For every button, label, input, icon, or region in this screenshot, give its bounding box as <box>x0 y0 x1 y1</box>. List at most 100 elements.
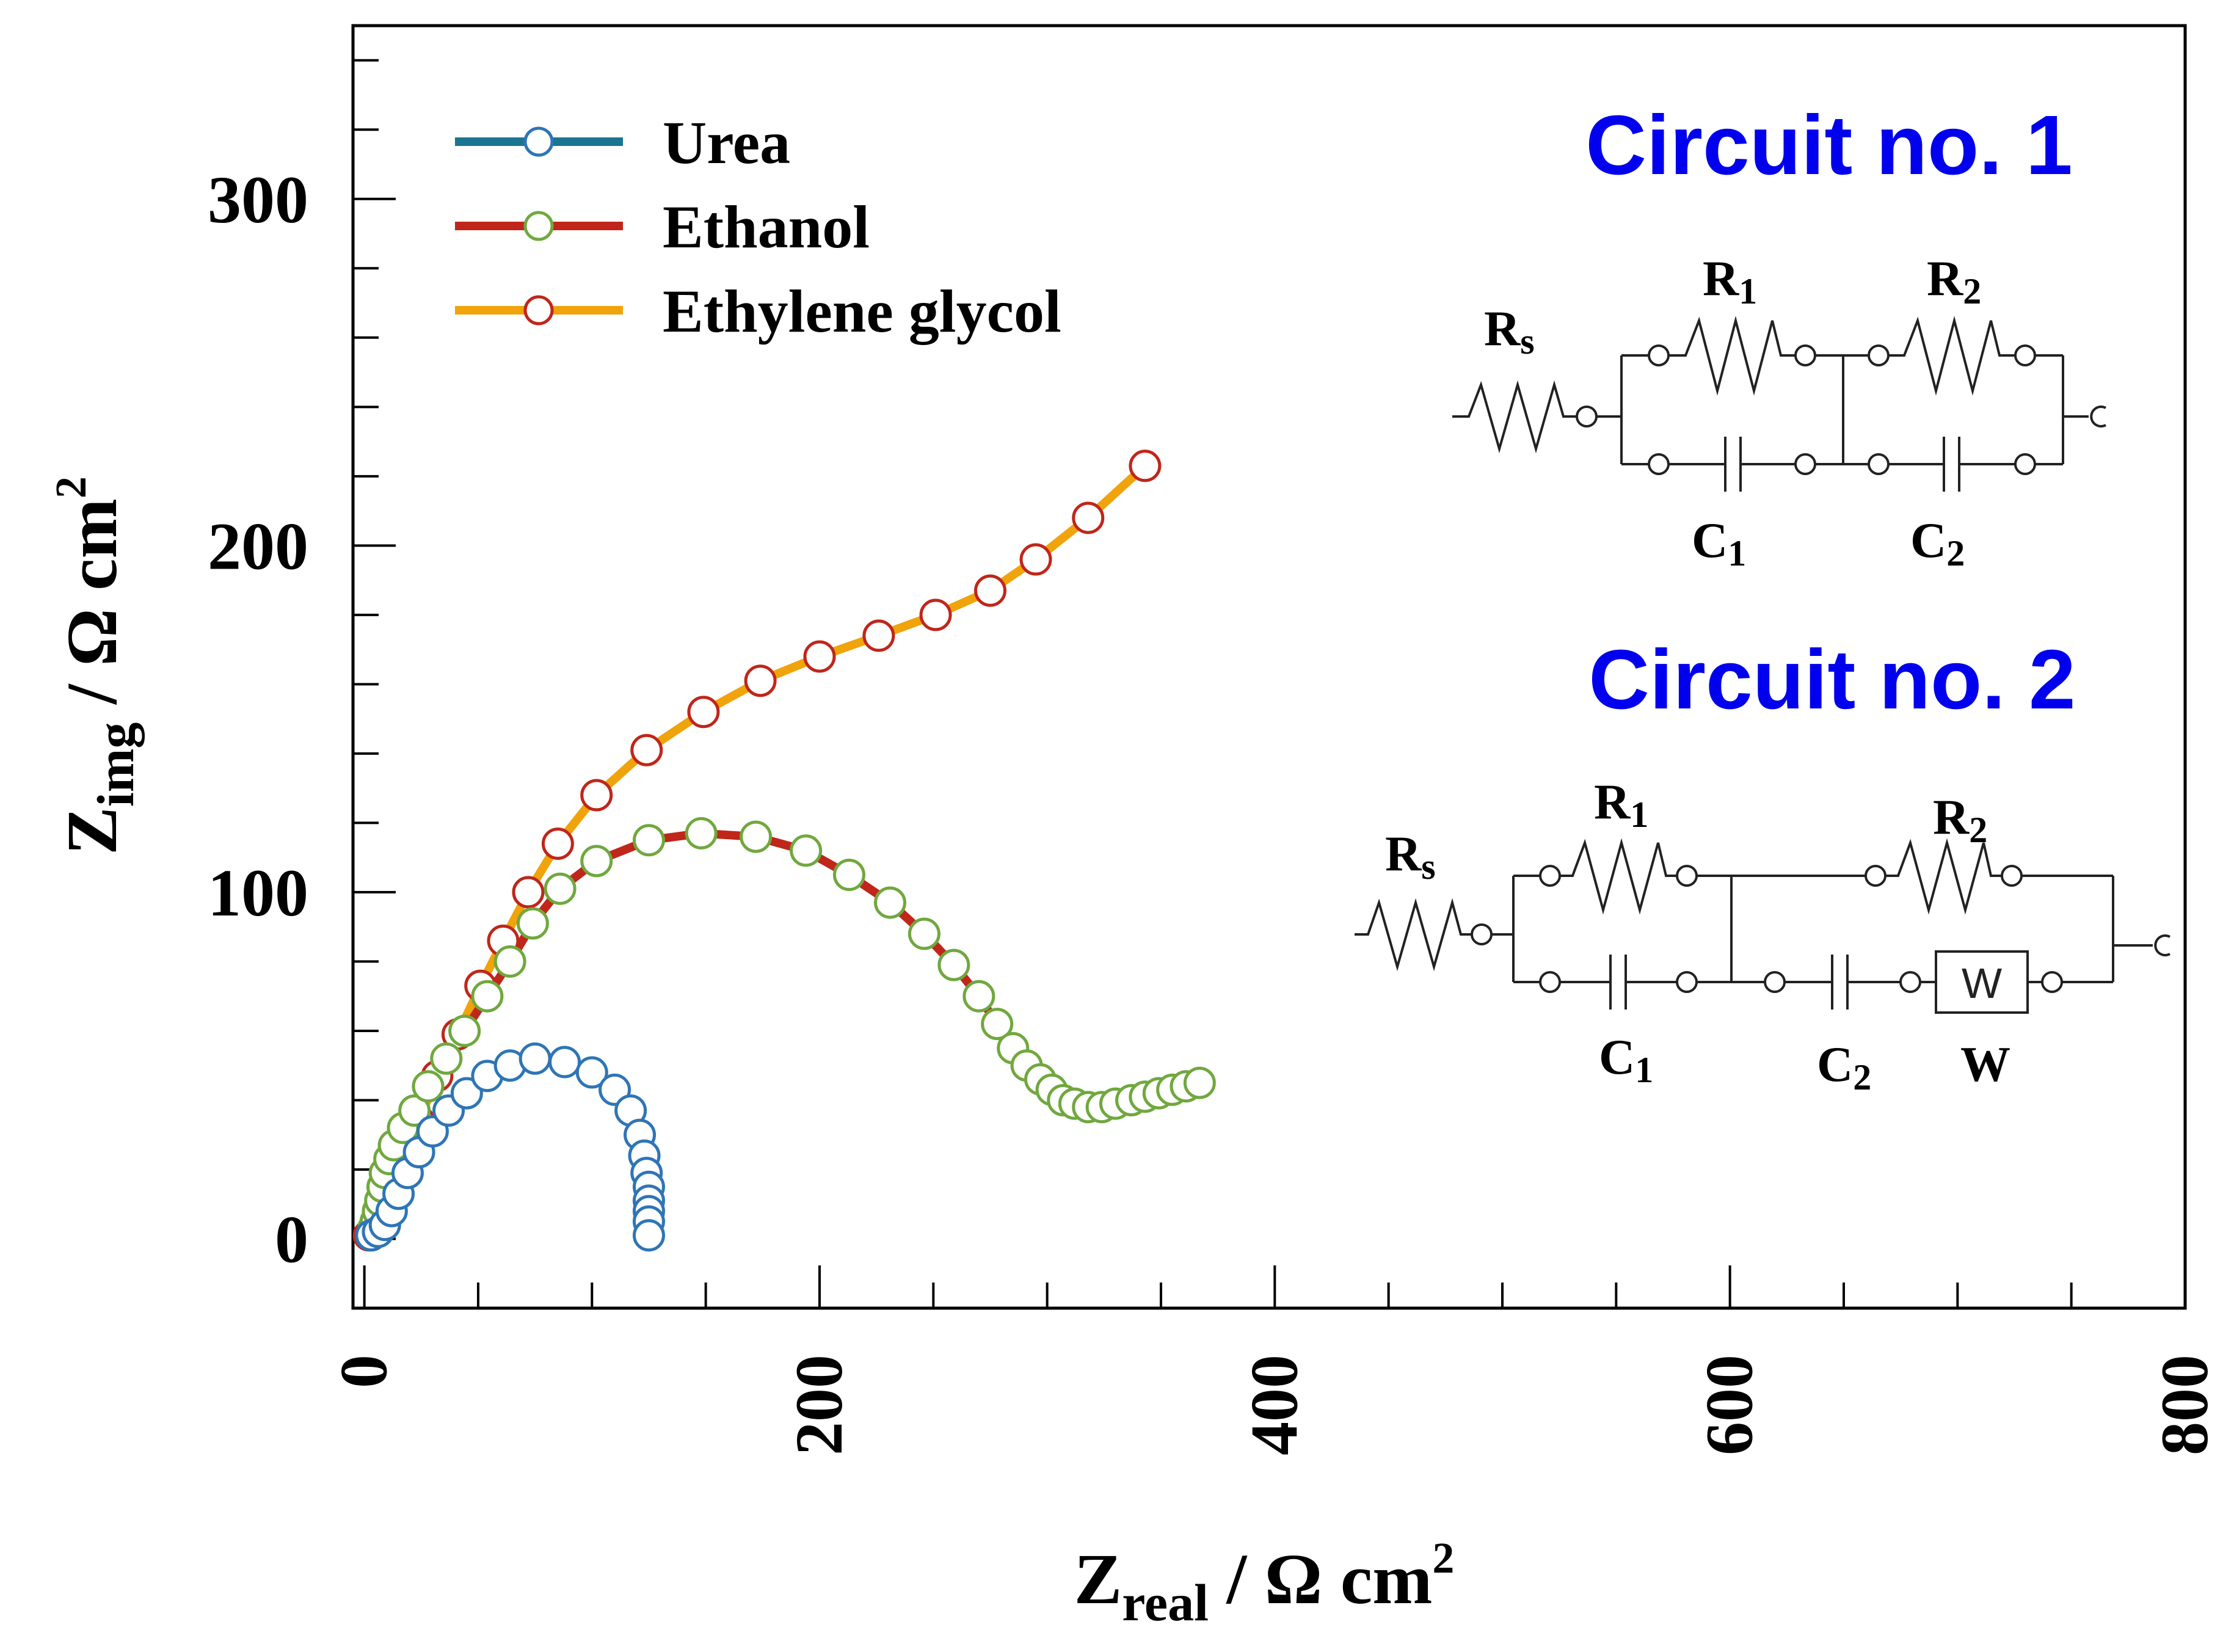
circuit-2-resistor-r1 <box>1560 838 1677 915</box>
series-line-ethanol <box>366 829 1204 1240</box>
y-tick-label: 200 <box>208 509 308 583</box>
circuit-1-resistor-rs <box>1452 380 1577 454</box>
y-axis-title: Zimg / Ω cm2 <box>46 476 145 855</box>
data-point-urea <box>632 1219 665 1252</box>
circuit-1-node <box>1648 344 1670 366</box>
data-point-ethanol <box>1183 1066 1216 1099</box>
circuit-1-node <box>2014 344 2036 366</box>
data-point-ethanol <box>937 948 970 981</box>
data-point-ethylene-glycol <box>862 619 895 652</box>
data-point-ethanol <box>471 980 504 1013</box>
data-point-urea <box>548 1046 581 1079</box>
circuit-2-node <box>2001 865 2023 887</box>
circuit-1-node <box>2014 453 2036 475</box>
circuit-1-resistor-r1 <box>1668 316 1796 396</box>
data-point-ethanol <box>908 917 941 950</box>
data-point-ethylene-glycol <box>803 640 836 673</box>
data-point-urea <box>450 1077 483 1110</box>
data-point-ethylene-glycol <box>973 574 1006 607</box>
circuit-2-node <box>1539 971 1561 993</box>
legend-label-urea: Urea <box>663 109 790 176</box>
circuit-1-label-c1: C1 <box>1692 512 1746 573</box>
legend-label-ethylene-glycol: Ethylene glycol <box>663 277 1061 345</box>
data-point-ethanol <box>516 907 549 940</box>
data-point-ethanol <box>832 859 865 892</box>
circuit-2-label-r1: R1 <box>1594 774 1648 835</box>
data-point-ethylene-glycol <box>541 827 574 860</box>
circuit-2-node <box>1471 923 1493 945</box>
data-point-ethylene-glycol <box>1019 543 1052 576</box>
circuit-2-node <box>2041 971 2063 993</box>
legend-label-ethanol: Ethanol <box>663 193 870 261</box>
circuit-1-label-r2: R2 <box>1927 250 1981 311</box>
circuit-2-node <box>1676 865 1698 887</box>
circuit-1: Circuit no. 1 Rs R1 C1 R2 <box>1452 98 2106 573</box>
circuit-2-label-w: W <box>1960 1036 2010 1092</box>
data-point-urea <box>575 1056 608 1089</box>
circuit-2-node <box>1865 865 1887 887</box>
data-point-ethylene-glycol <box>630 733 663 766</box>
x-tick-label: 0 <box>327 1355 401 1388</box>
data-point-ethylene-glycol <box>744 664 777 697</box>
circuit-1-terminal <box>2090 406 2106 428</box>
data-series <box>352 449 1216 1252</box>
data-point-ethanol <box>632 824 665 857</box>
circuit-1-label-r1: R1 <box>1703 250 1757 311</box>
y-tick-label: 100 <box>208 856 308 930</box>
data-point-ethylene-glycol <box>919 599 952 631</box>
plot-frame <box>351 24 2187 1310</box>
data-point-ethanol <box>430 1042 463 1075</box>
data-point-ethanol <box>580 845 613 878</box>
legend-item-ethylene-glycol: Ethylene glycol <box>455 277 1061 345</box>
circuit-1-node <box>1868 453 1890 475</box>
circuit-2-label-rs: Rs <box>1385 826 1436 887</box>
axis-tick-labels: 0 100 200 300 0 200 400 600 800 <box>208 162 2222 1455</box>
circuit-1-node <box>1576 406 1598 428</box>
legend-item-ethanol: Ethanol <box>455 193 870 261</box>
x-tick-label: 800 <box>2147 1355 2222 1455</box>
circuit-2-node <box>1764 971 1786 993</box>
data-point-ethanol <box>493 945 526 978</box>
circuit-1-label-c2: C2 <box>1910 512 1965 573</box>
x-tick-label: 400 <box>1237 1355 1311 1455</box>
circuit-2-terminal <box>2154 934 2170 956</box>
legend-marker-urea <box>523 126 554 157</box>
data-point-ethylene-glycol <box>687 696 720 729</box>
data-point-ethanol <box>740 820 773 853</box>
y-tick-label: 300 <box>208 162 308 237</box>
circuit-1-label-rs: Rs <box>1484 300 1535 362</box>
circuit-2-warburg-box-label: W <box>1962 959 2002 1007</box>
x-axis-title: Zreal / Ω cm2 <box>1074 1534 1455 1632</box>
circuit-2-label-c1: C1 <box>1599 1029 1653 1090</box>
x-tick-label: 200 <box>782 1355 856 1455</box>
data-point-ethanol <box>962 980 995 1013</box>
circuit-2-label-c2: C2 <box>1817 1036 1871 1097</box>
circuit-1-resistor-r2 <box>1888 316 2015 396</box>
data-point-ethanol <box>448 1014 481 1047</box>
circuit-2-node <box>1899 971 1921 993</box>
circuit-2-label-r2: R2 <box>1933 789 1987 850</box>
y-tick-label: 0 <box>275 1202 308 1276</box>
legend: Urea Ethanol Ethylene glycol <box>455 109 1061 345</box>
data-point-ethanol <box>544 872 577 905</box>
circuit-2-node <box>1676 971 1698 993</box>
circuit-2-resistor-rs <box>1355 898 1472 972</box>
axis-ticks <box>353 59 2186 1308</box>
circuit-2: Circuit no. 2 Rs R1 C1 R2 <box>1355 633 2170 1097</box>
data-point-ethanol <box>790 834 823 867</box>
circuit-1-node <box>1794 344 1816 366</box>
data-point-ethanol <box>981 1008 1014 1041</box>
x-tick-label: 600 <box>1692 1355 1767 1455</box>
circuit-1-node <box>1648 453 1670 475</box>
circuit-2-title: Circuit no. 2 <box>1588 633 2075 727</box>
data-point-ethylene-glycol <box>512 876 545 909</box>
data-point-ethylene-glycol <box>580 779 613 812</box>
circuit-2-resistor-r2 <box>1885 838 2002 915</box>
data-point-ethanol <box>685 817 718 850</box>
circuit-2-node <box>1539 865 1561 887</box>
legend-marker-ethylene-glycol <box>523 295 554 326</box>
data-point-urea <box>518 1042 551 1075</box>
legend-marker-ethanol <box>523 211 554 241</box>
data-point-ethanol <box>412 1070 445 1103</box>
